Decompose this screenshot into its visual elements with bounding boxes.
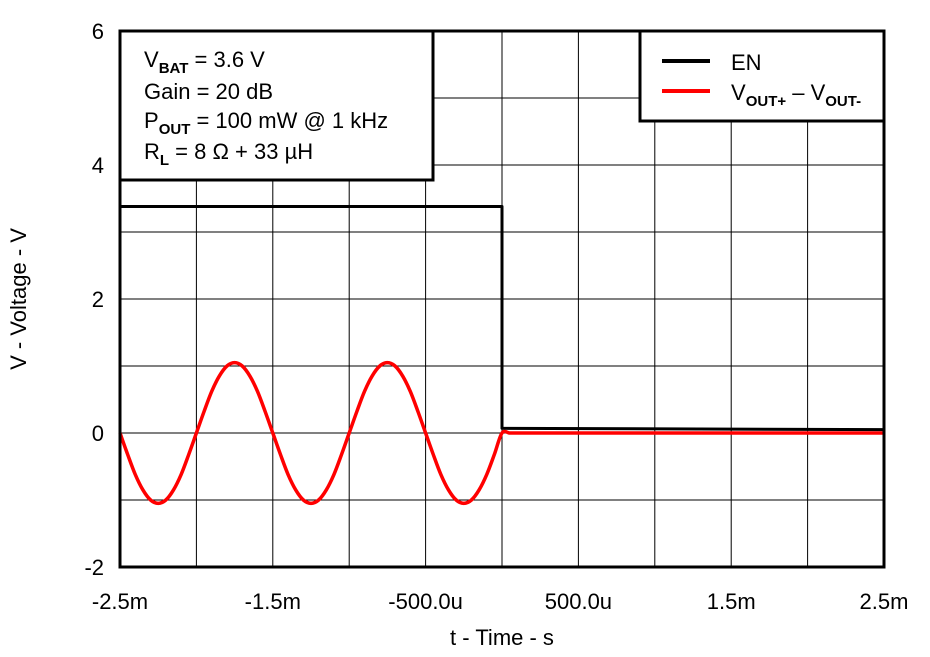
x-tick-label: -1.5m (245, 589, 301, 614)
annotation-rl: RL = 8 Ω + 33 µH (144, 139, 313, 169)
series-line-vout (118, 360, 884, 506)
y-tick-label: 0 (92, 421, 104, 446)
y-tick-label: -2 (84, 555, 104, 580)
legend-label-en: EN (731, 50, 762, 75)
x-tick-label: 2.5m (860, 589, 909, 614)
y-tick-label: 4 (92, 153, 104, 178)
annotation-pout: POUT = 100 mW @ 1 kHz (144, 108, 388, 138)
y-tick-label: 2 (92, 287, 104, 312)
x-axis-label: t - Time - s (450, 625, 554, 650)
legend-label-vout: VOUT+ – VOUT- (731, 80, 861, 110)
annotation-vbat: VBAT = 3.6 V (144, 47, 265, 77)
x-tick-label: -2.5m (92, 589, 148, 614)
y-tick-label: 6 (92, 19, 104, 44)
x-tick-label: -500.0u (388, 589, 463, 614)
x-tick-label: 500.0u (545, 589, 612, 614)
y-tick-labels: 6 4 2 0 -2 (84, 19, 104, 580)
plot-frame (118, 29, 886, 569)
x-tick-label: 1.5m (707, 589, 756, 614)
series-line-en (120, 205, 885, 432)
legend: EN VOUT+ – VOUT- (638, 29, 886, 123)
annotation-gain: Gain = 20 dB (144, 79, 273, 104)
plot-series (118, 205, 885, 506)
x-tick-labels: -2.5m -1.5m -500.0u 500.0u 1.5m 2.5m (92, 589, 909, 614)
annotation-box: VBAT = 3.6 V Gain = 20 dB POUT = 100 mW … (118, 29, 435, 182)
y-axis-label: V - Voltage - V (6, 228, 31, 370)
